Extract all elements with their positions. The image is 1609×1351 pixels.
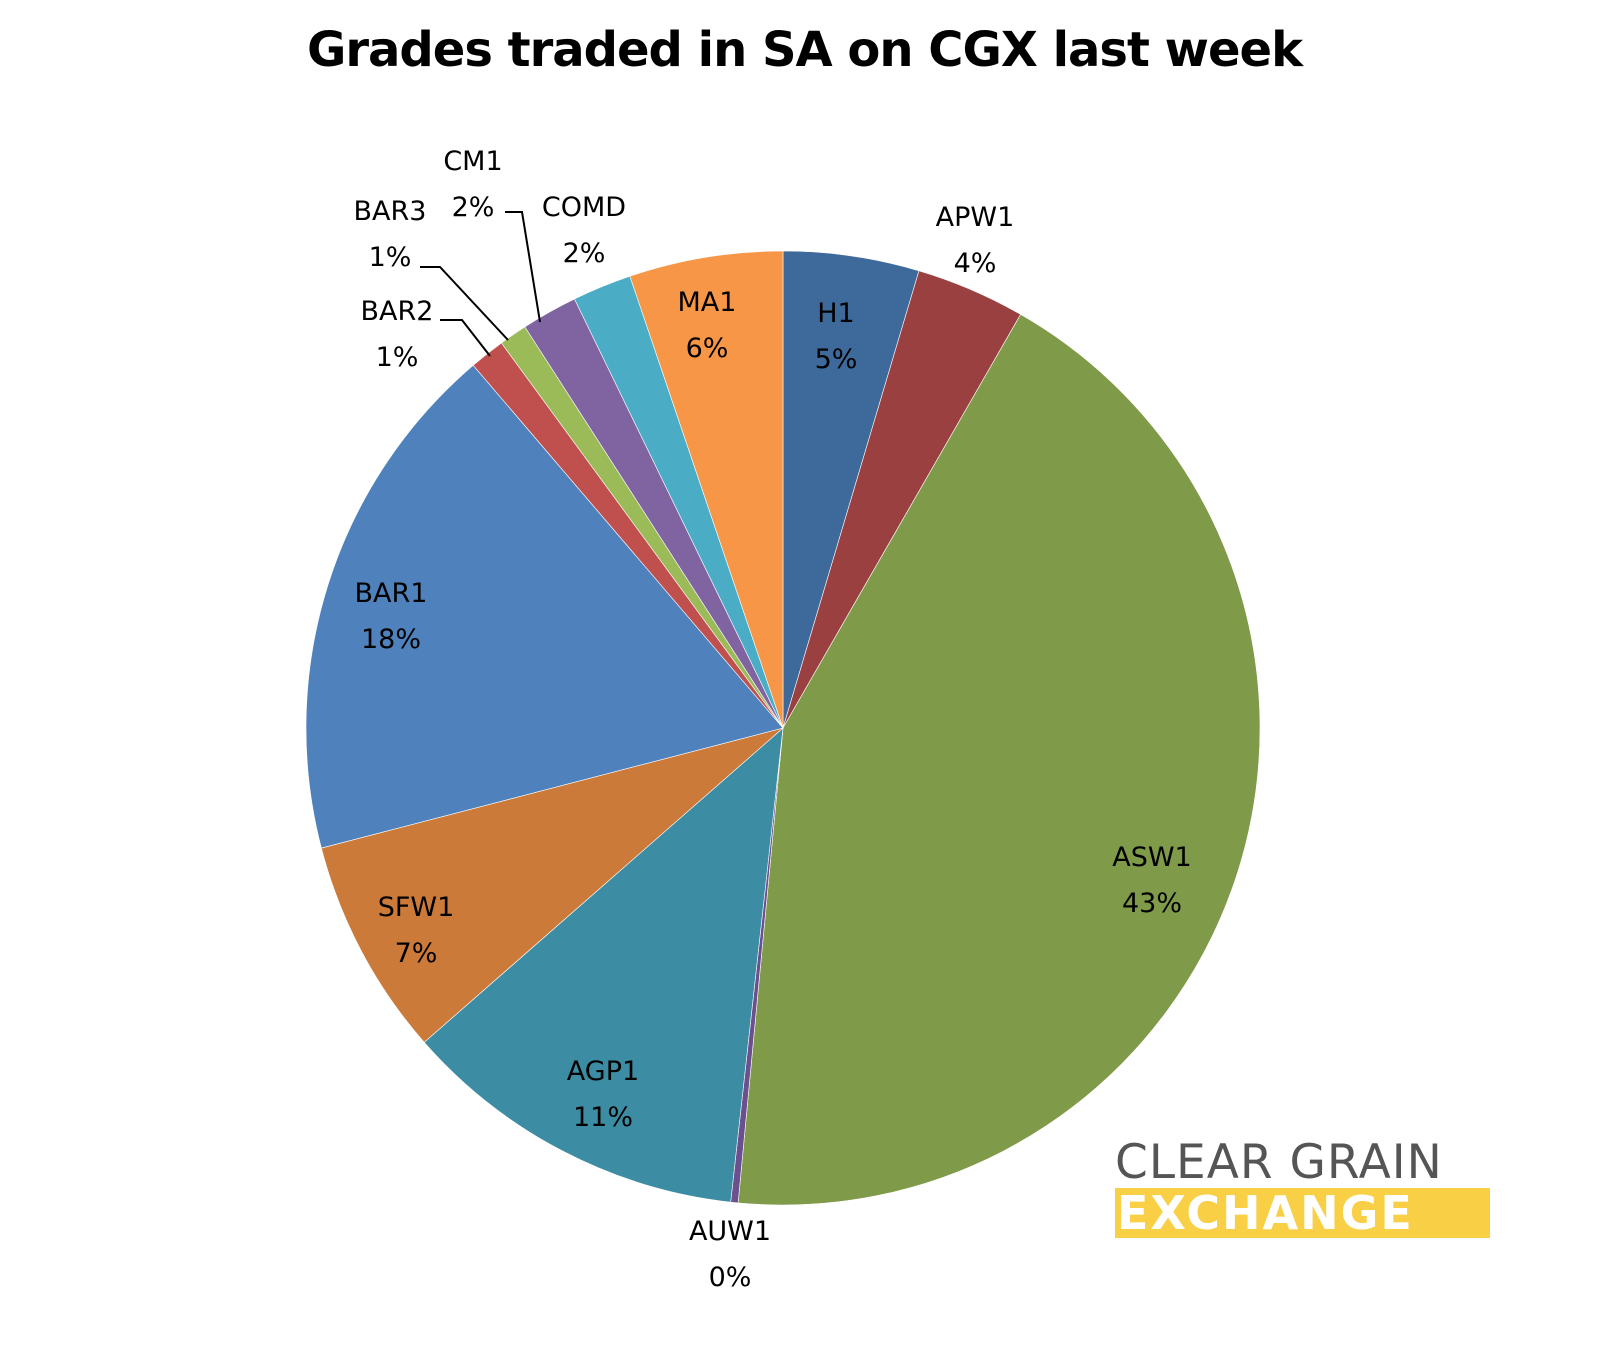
chart-title: Grades traded in SA on CGX last week — [306, 22, 1303, 78]
logo-line-2: EXCHANGE — [1115, 1188, 1490, 1238]
data-label-ma1: MA1 6% — [678, 287, 737, 364]
data-label-bar2: BAR2 1% — [361, 296, 434, 373]
data-label-agp1: AGP1 11% — [567, 1056, 639, 1133]
logo-line-1: CLEAR GRAIN — [1115, 1135, 1443, 1190]
pie-slice-asw1 — [737, 314, 1261, 1206]
data-label-h1: H1 5% — [815, 298, 858, 375]
clear-grain-exchange-logo: CLEAR GRAIN EXCHANGE — [1115, 1138, 1490, 1238]
data-label-auw1: AUW1 0% — [689, 1216, 771, 1293]
data-label-comd: COMD 2% — [542, 192, 626, 269]
leader-line-bar3 — [420, 266, 509, 341]
pie-slice-agp1 — [423, 727, 784, 1203]
pie-slice-sfw1 — [320, 727, 784, 1043]
data-label-sfw1: SFW1 7% — [378, 892, 455, 969]
leader-line-bar2 — [440, 319, 491, 357]
data-label-bar1: BAR1 18% — [355, 578, 428, 655]
leader-line-cm1 — [505, 211, 541, 323]
pie-slices — [305, 250, 1261, 1206]
pie-slice-bar1 — [305, 364, 784, 849]
leader-lines — [420, 211, 541, 357]
data-label-bar3: BAR3 1% — [354, 196, 427, 273]
data-label-apw1: APW1 4% — [936, 202, 1015, 279]
pie-slice-ma1 — [629, 250, 784, 729]
data-labels: H1 5% APW1 4% ASW1 43% AUW1 0% AGP1 11% SFW1 7% BAR1… — [354, 146, 1192, 1293]
data-label-asw1: ASW1 43% — [1112, 842, 1191, 919]
data-label-cm1: CM1 2% — [443, 146, 502, 223]
